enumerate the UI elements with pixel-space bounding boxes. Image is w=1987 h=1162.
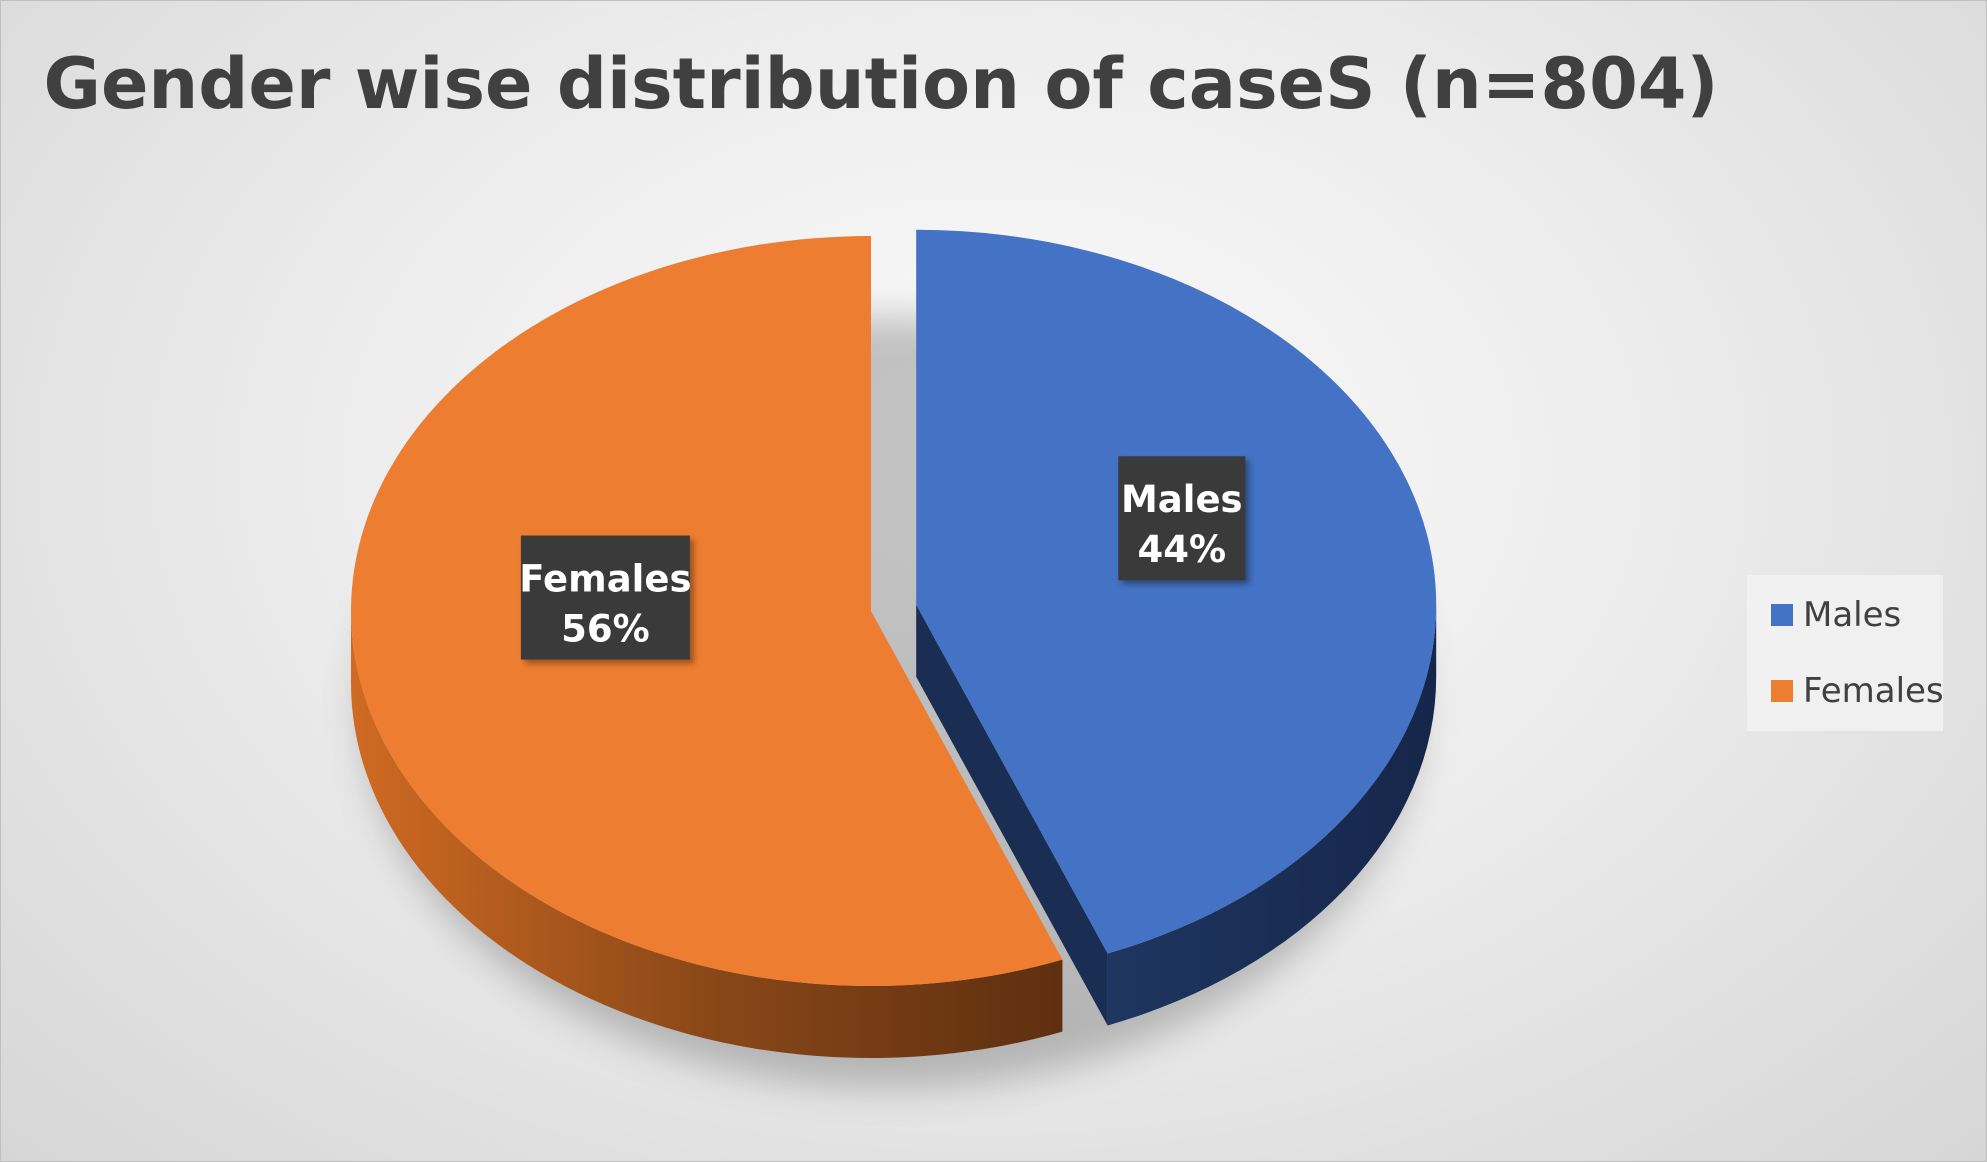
- pie-slice-females: [351, 236, 1063, 986]
- legend: Males Females: [1747, 575, 1944, 731]
- data-label-name-males: Males: [1121, 478, 1243, 521]
- legend-item-males: Males: [1771, 595, 1901, 635]
- data-label-name-females: Females: [519, 558, 691, 601]
- data-label-value-males: 44%: [1138, 528, 1227, 571]
- legend-item-females: Females: [1771, 671, 1944, 711]
- data-label-box-males: [1118, 456, 1246, 581]
- legend-label-males: Males: [1803, 595, 1902, 635]
- pie-side-females: [351, 611, 1063, 1058]
- legend-swatch-females: [1771, 680, 1793, 702]
- data-label-females: Females 56%: [519, 535, 691, 660]
- pie-side-males: [1107, 604, 1437, 1026]
- data-label-males: Males 44%: [1118, 456, 1246, 581]
- legend-label-females: Females: [1803, 671, 1944, 711]
- data-label-box-females: [520, 535, 690, 660]
- pie-slice-males: [916, 229, 1437, 954]
- legend-swatch-males: [1771, 604, 1793, 626]
- data-label-value-females: 56%: [561, 608, 650, 651]
- chart-title: Gender wise distribution of caseS (n=804…: [43, 43, 1719, 125]
- pie-cut-males: [916, 604, 1108, 1026]
